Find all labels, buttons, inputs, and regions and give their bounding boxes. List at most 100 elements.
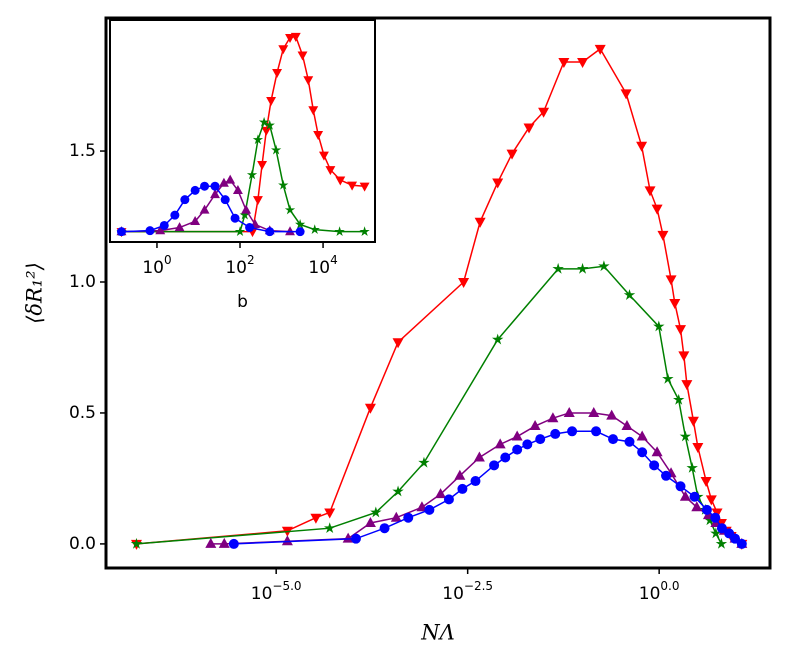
marker — [492, 178, 504, 189]
marker — [474, 217, 486, 228]
marker — [686, 461, 698, 473]
marker — [443, 494, 454, 505]
marker — [608, 434, 619, 445]
marker — [294, 219, 306, 229]
marker — [272, 69, 283, 79]
marker — [621, 420, 633, 431]
marker — [266, 96, 277, 106]
marker — [547, 412, 559, 423]
marker — [379, 523, 390, 534]
marker — [232, 184, 243, 194]
marker — [715, 537, 728, 549]
marker — [657, 230, 669, 241]
marker — [295, 227, 305, 237]
marker — [500, 452, 511, 463]
plot-area — [110, 20, 375, 242]
marker — [210, 189, 220, 199]
marker — [606, 409, 618, 420]
marker — [665, 275, 677, 286]
marker — [319, 151, 329, 161]
marker — [636, 141, 648, 152]
marker — [512, 444, 523, 455]
marker — [130, 537, 143, 549]
marker — [200, 181, 210, 191]
tick-base: 10 — [251, 584, 273, 604]
marker — [644, 186, 656, 197]
marker — [529, 420, 541, 431]
x-tick-label: 102 — [225, 253, 254, 279]
marker — [494, 438, 506, 449]
marker — [290, 32, 301, 42]
marker — [577, 58, 589, 68]
marker — [284, 204, 296, 215]
marker — [155, 225, 166, 235]
marker — [435, 488, 447, 499]
marker — [506, 149, 518, 160]
marker — [470, 476, 481, 487]
marker — [308, 106, 319, 116]
marker — [591, 426, 602, 437]
marker — [511, 430, 523, 441]
marker — [424, 504, 435, 515]
marker — [710, 527, 722, 539]
marker — [297, 51, 308, 61]
marker — [535, 434, 546, 445]
marker — [390, 511, 402, 522]
marker — [364, 516, 376, 527]
marker — [278, 45, 289, 55]
marker — [313, 131, 324, 141]
marker — [522, 439, 533, 450]
tick-base: 10 — [142, 258, 164, 278]
marker — [563, 406, 575, 417]
marker — [252, 196, 263, 206]
marker — [180, 195, 190, 205]
marker — [239, 209, 250, 220]
marker — [523, 123, 535, 134]
marker — [218, 177, 229, 187]
marker — [491, 333, 504, 345]
marker — [285, 226, 295, 236]
marker — [205, 537, 217, 548]
marker — [588, 406, 600, 417]
marker — [145, 226, 155, 236]
x-tick-label: 100 — [142, 253, 171, 279]
marker — [309, 224, 320, 234]
y-tick-label: 1.5 — [69, 141, 96, 161]
marker — [264, 119, 275, 130]
marker — [705, 495, 717, 506]
marker — [473, 451, 485, 462]
marker — [458, 278, 470, 288]
marker — [701, 504, 712, 515]
x-tick-label: 10−2.5 — [442, 579, 493, 605]
marker — [218, 537, 230, 548]
marker — [637, 447, 648, 458]
marker — [190, 215, 201, 225]
marker — [623, 289, 636, 300]
marker — [392, 485, 404, 497]
x-axis-label: b — [237, 292, 248, 312]
marker — [567, 426, 578, 437]
marker — [159, 220, 169, 230]
series-line — [136, 47, 743, 545]
marker — [651, 446, 663, 457]
y-axis-label: ⟨δR₁²⟩ — [23, 262, 47, 324]
marker — [679, 490, 691, 501]
marker — [418, 456, 430, 468]
marker — [342, 532, 354, 543]
marker — [454, 469, 466, 480]
axes-frame — [104, 16, 772, 570]
marker — [364, 403, 376, 414]
x-axis-label: NΛ — [420, 621, 455, 645]
marker — [673, 393, 685, 405]
marker — [576, 262, 589, 274]
marker — [392, 338, 404, 349]
marker — [257, 160, 268, 170]
marker — [550, 428, 561, 439]
marker — [241, 204, 252, 214]
marker — [691, 501, 703, 512]
marker — [710, 512, 721, 523]
marker — [651, 204, 663, 215]
marker — [538, 107, 550, 118]
marker — [347, 181, 358, 191]
